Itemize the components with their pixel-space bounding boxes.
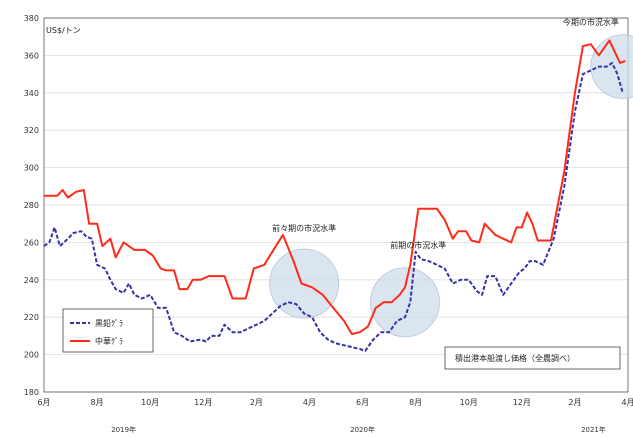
x-tick-label: 6月: [37, 398, 50, 407]
y-tick-label: 240: [24, 276, 39, 285]
note-box: 積出港本船渡し価格（全農調べ）: [444, 346, 621, 370]
y-unit-label: US$/トン: [46, 26, 81, 35]
x-tick-label: 8月: [91, 398, 104, 407]
year-label: 2020年: [350, 425, 375, 434]
year-label: 2019年: [111, 425, 136, 434]
series-lines: [43, 39, 626, 352]
annotation-label: 今期の市況水準: [563, 17, 619, 27]
annotation-label: 前期の市況水準: [390, 240, 446, 250]
y-tick-label: 200: [24, 351, 39, 360]
x-tick-label: 12月: [513, 398, 531, 407]
y-tick-label: 340: [24, 89, 39, 98]
y-tick-label: 320: [24, 126, 39, 135]
y-axis-tick-labels: 180 200 220 240 260 280 300 320 340 360 380: [24, 14, 39, 397]
x-tick-label: 2月: [250, 398, 263, 407]
y-tick-label: 220: [24, 313, 39, 322]
year-labels: 2019年 2020年 2021年: [111, 425, 606, 434]
x-tick-label: 10月: [460, 398, 478, 407]
y-tick-label: 260: [24, 238, 39, 247]
x-tick-label: 8月: [409, 398, 422, 407]
y-tick-label: 380: [24, 14, 39, 23]
legend-label-china: 中華ｸﾞﾗ: [95, 336, 123, 346]
note-frame: [444, 346, 621, 370]
x-tick-label: 2月: [568, 398, 581, 407]
x-tick-label: 4月: [303, 398, 316, 407]
x-tick-label: 4月: [621, 398, 633, 407]
graphite-series-line: [43, 61, 624, 352]
y-tick-label: 180: [24, 388, 39, 397]
annotation-label: 前々期の市況水準: [272, 223, 336, 233]
source-note: 積出港本船渡し価格（全農調べ）: [455, 353, 575, 363]
y-tick-label: 280: [24, 201, 39, 210]
x-tick-label: 12月: [194, 398, 212, 407]
legend: 黒鉛ｸﾞﾗ 中華ｸﾞﾗ: [62, 308, 154, 353]
plot-frame: [43, 17, 629, 393]
x-tick-label: 10月: [141, 398, 159, 407]
x-axis-tick-labels: 6月 8月 10月 12月 2月 4月 6月 8月 10月 12月 2月 4月: [37, 398, 633, 407]
legend-label-graphite: 黒鉛ｸﾞﾗ: [95, 318, 123, 328]
annotation-circles: [269, 34, 633, 338]
y-tick-label: 300: [24, 164, 39, 173]
year-label: 2021年: [581, 425, 606, 434]
highlight-circle: [370, 267, 440, 338]
x-tick-label: 6月: [356, 398, 369, 407]
china-series-line: [44, 39, 626, 335]
y-tick-label: 360: [24, 51, 39, 60]
legend-box: [62, 308, 154, 353]
